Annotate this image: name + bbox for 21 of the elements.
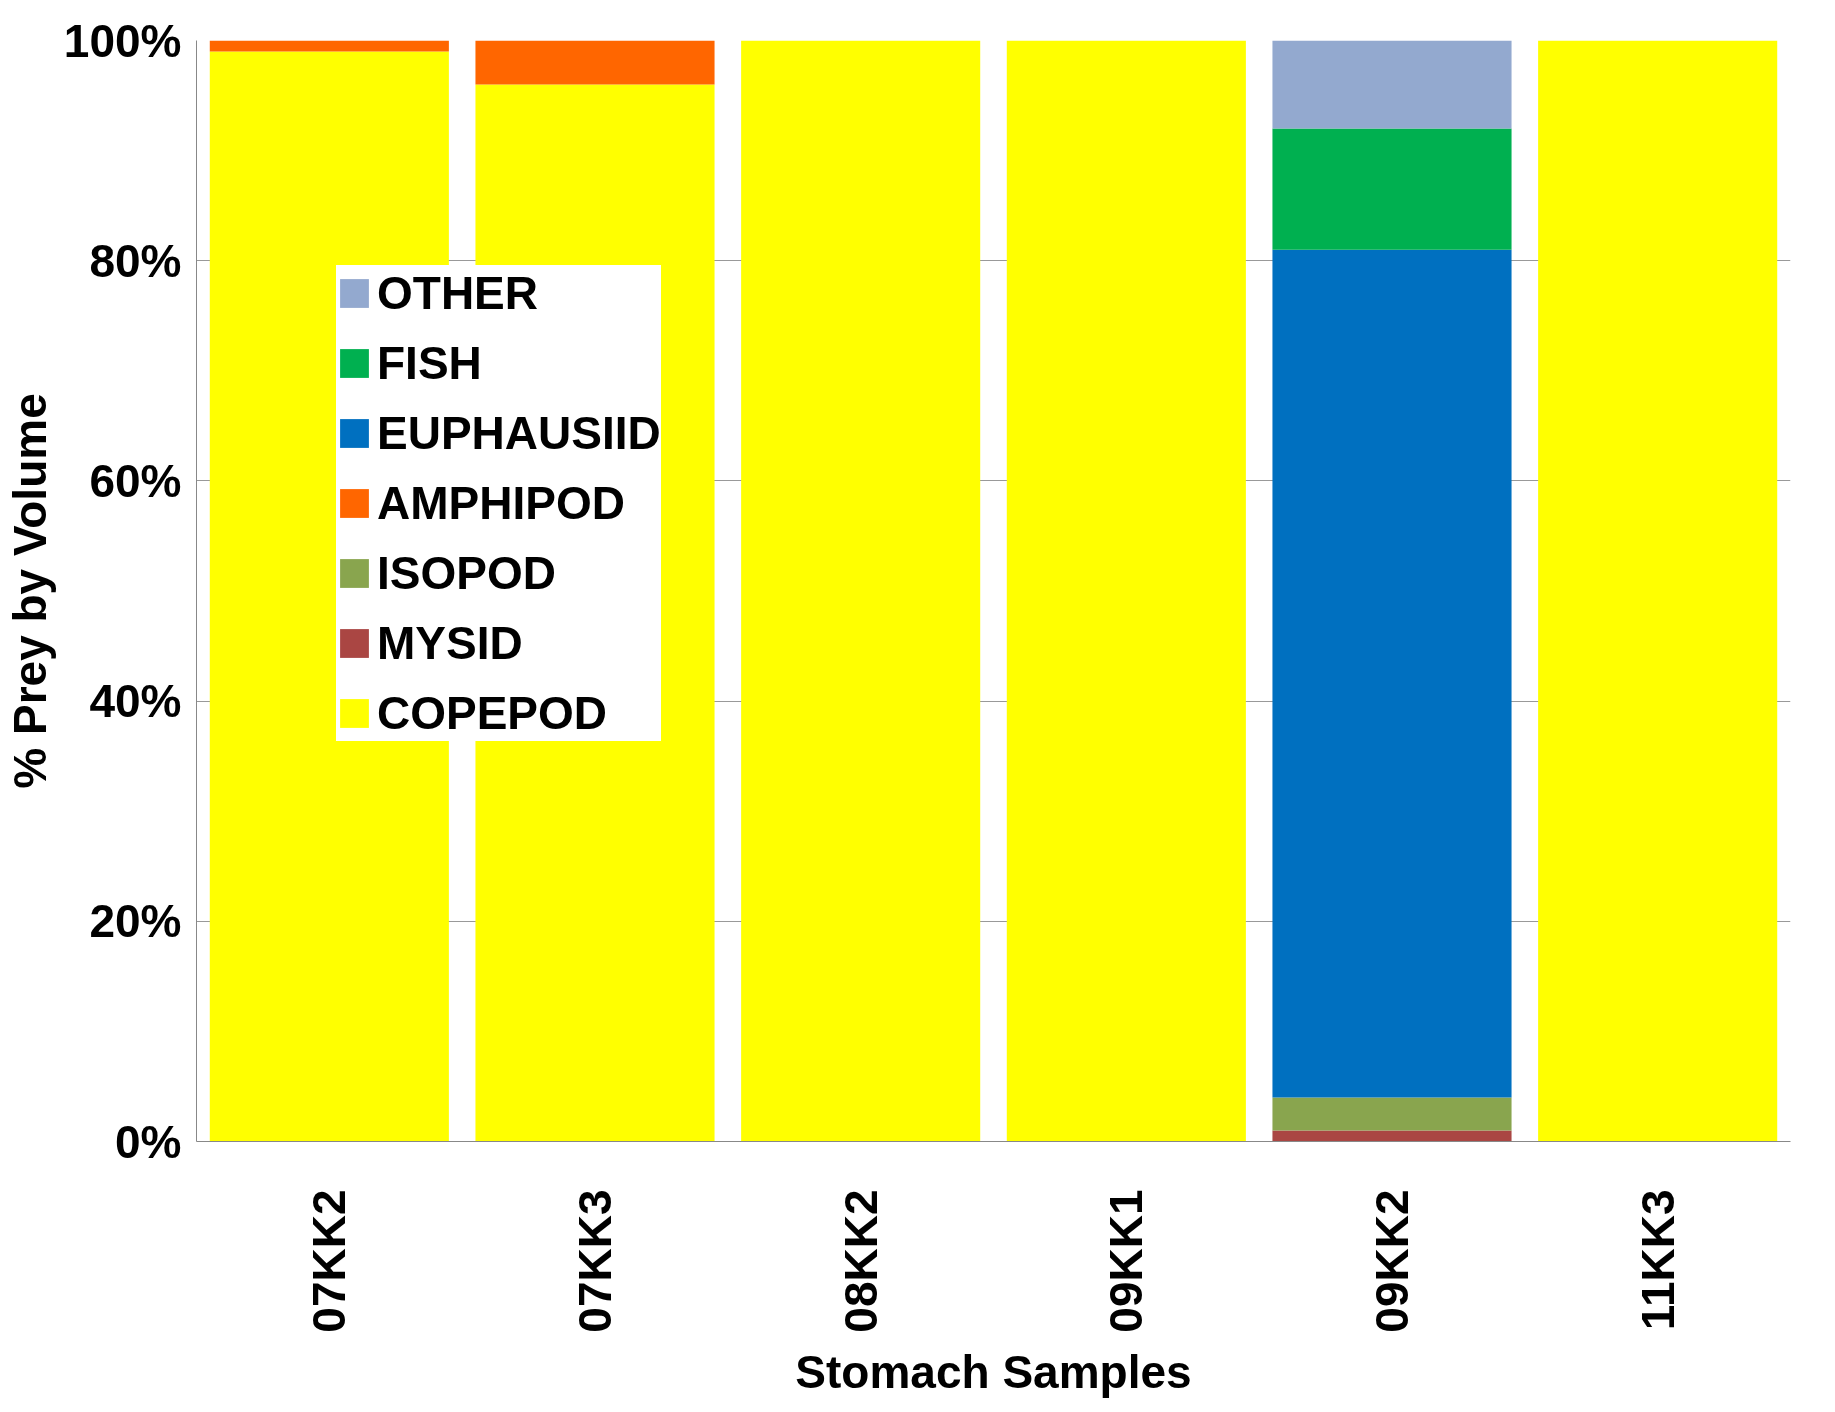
y-tick-label: 0% [115, 1115, 182, 1168]
x-tick-label: 09KK1 [1100, 1189, 1153, 1333]
y-tick-label: 40% [89, 675, 182, 728]
y-tick-label: 80% [89, 234, 182, 287]
y-tick-label: 20% [89, 895, 182, 948]
x-tick-label: 09KK2 [1366, 1189, 1418, 1333]
x-tick-label: 07KK3 [569, 1189, 621, 1333]
x-tick-label: 07KK2 [303, 1189, 356, 1333]
y-tick-label: 100% [63, 14, 182, 67]
y-axis-title: % Prey by Volume [3, 393, 56, 789]
legend-label: ISOPOD [377, 546, 556, 601]
x-tick-label: 08KK2 [834, 1189, 887, 1333]
legend-label: COPEPOD [377, 686, 608, 741]
legend-label: AMPHIPOD [377, 476, 625, 531]
legend-label: MYSID [377, 616, 523, 671]
legend-label: FISH [377, 336, 482, 391]
x-tick-label: 11KK3 [1631, 1189, 1684, 1331]
legend-label: EUPHAUSIID [377, 406, 661, 461]
y-tick-label: 60% [89, 454, 182, 507]
x-axis-title: Stomach Samples [795, 1345, 1192, 1398]
legend-label: OTHER [377, 266, 538, 321]
